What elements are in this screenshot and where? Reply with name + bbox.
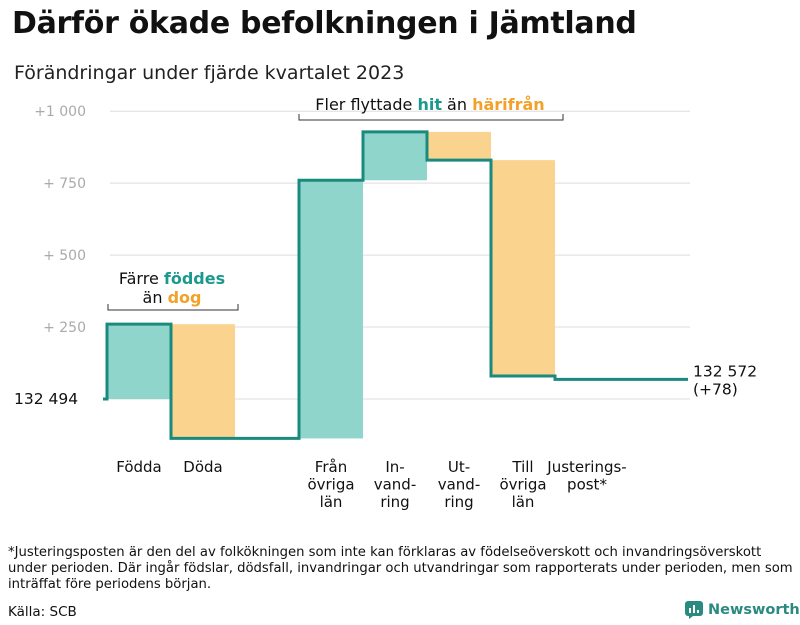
waterfall-bar xyxy=(107,324,171,399)
end-value-label: 132 572 xyxy=(693,362,757,380)
category-label: Döda xyxy=(183,458,222,476)
brand-logo: Newsworthy xyxy=(685,601,800,619)
chart-subtitle: Förändringar under fjärde kvartalet 2023 xyxy=(14,62,405,84)
newsworthy-logo-icon xyxy=(685,601,703,619)
category-label: ring xyxy=(444,493,473,511)
category-label: övriga xyxy=(307,476,354,494)
category-label: Från xyxy=(315,458,347,476)
annotation-bracket xyxy=(107,304,239,311)
category-label: Ut- xyxy=(448,458,470,476)
category-label: Till xyxy=(511,458,533,476)
waterfall-bar xyxy=(491,160,555,376)
bars xyxy=(107,131,555,439)
category-label: Födda xyxy=(116,458,162,476)
annotation-bracket xyxy=(298,114,564,121)
end-change-label: (+78) xyxy=(693,380,738,398)
category-label: In- xyxy=(385,458,404,476)
category-label: ring xyxy=(380,493,409,511)
y-tick-label: + 250 xyxy=(43,320,86,336)
chart-title: Därför ökade befolkningen i Jämtland xyxy=(12,6,637,41)
step-line xyxy=(103,130,688,440)
waterfall-bar xyxy=(363,131,427,181)
waterfall-bar xyxy=(427,131,491,161)
brand-name: Newsworthy xyxy=(708,602,800,618)
annotation-births: Färre föddes xyxy=(119,269,225,288)
annotation-migration: Fler flyttade hit än härifrån xyxy=(315,95,544,114)
category-label: län xyxy=(320,493,343,511)
source-note: Källa: SCB xyxy=(8,604,77,620)
cumulative-step-line xyxy=(103,130,688,440)
category-label: post* xyxy=(567,476,607,494)
waterfall-bar xyxy=(299,180,363,439)
category-label: vand- xyxy=(374,476,417,494)
start-value-label: 132 494 xyxy=(14,390,78,408)
category-label: vand- xyxy=(438,476,481,494)
footnote: *Justeringsposten är den del av folkökni… xyxy=(8,545,793,592)
y-tick-label: + 500 xyxy=(43,248,86,264)
waterfall-bar xyxy=(171,324,235,439)
category-label: Justerings- xyxy=(546,458,626,476)
category-label: län xyxy=(512,493,535,511)
y-tick-label: + 750 xyxy=(43,176,86,192)
annotation-deaths: än dog xyxy=(143,288,202,307)
category-label: övriga xyxy=(499,476,546,494)
y-tick-label: +1 000 xyxy=(34,104,86,120)
